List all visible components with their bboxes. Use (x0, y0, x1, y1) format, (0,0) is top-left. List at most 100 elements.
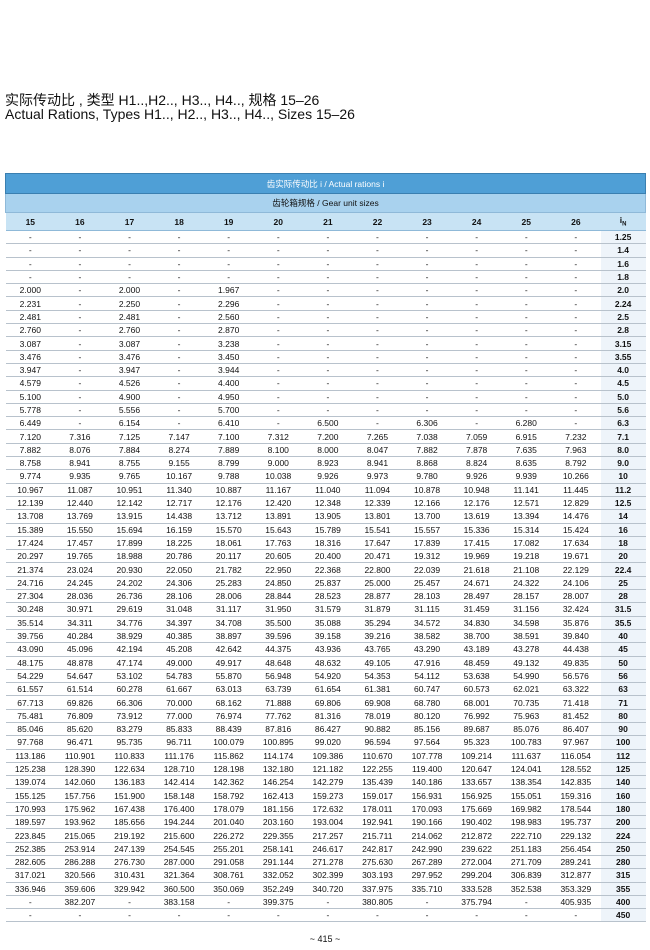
actual-ratio: - (253, 376, 304, 391)
actual-ratio: - (55, 270, 105, 285)
actual-ratio: 61.667 (154, 682, 204, 697)
actual-ratio: 61.654 (303, 682, 353, 697)
actual-ratio: - (501, 230, 552, 245)
actual-ratio: 25.283 (203, 576, 254, 591)
actual-ratio: 178.079 (203, 802, 254, 817)
table-row: 223.845 215.065 219.192 215.600 226.272 229.3… (5, 828, 646, 843)
table-row: 7.882 8.076 7.884 8.274 7.889 8.100 8.000 8.047… (5, 443, 646, 458)
actual-ratio: 2.000 (5, 283, 56, 298)
table-row: 317.021 320.566 310.431 321.364 308.761 332.0… (5, 868, 646, 883)
actual-ratio: 3.087 (104, 336, 155, 351)
actual-ratio: - (551, 243, 601, 258)
actual-ratio: 7.889 (203, 443, 254, 458)
actual-ratio: 22.368 (303, 562, 353, 577)
actual-ratio: - (303, 283, 353, 298)
actual-ratio: 87.816 (253, 722, 304, 737)
table-row: 9.774 9.935 9.765 10.167 9.788 10.038 9.926 9.9… (5, 469, 646, 484)
actual-ratio: 12.142 (104, 496, 155, 511)
actual-ratio: 247.139 (104, 842, 155, 856)
actual-ratio: 7.100 (203, 429, 254, 444)
actual-ratio: 28.523 (303, 589, 353, 604)
actual-ratio: 111.637 (501, 749, 552, 763)
actual-ratio: 17.082 (501, 536, 552, 551)
title-en: Actual Rations, Types H1.., H2.., H3.., … (5, 106, 355, 122)
nominal-ratio: 25 (600, 576, 646, 591)
actual-ratio: - (501, 323, 552, 338)
actual-ratio: - (253, 257, 304, 271)
actual-ratio: 189.597 (5, 815, 56, 830)
actual-ratio: 31.117 (203, 602, 254, 617)
actual-ratio: 223.845 (5, 828, 56, 843)
actual-ratio: - (154, 376, 204, 391)
actual-ratio: 128.390 (55, 762, 105, 777)
actual-ratio: 121.182 (303, 762, 353, 777)
actual-ratio: 15.643 (253, 523, 304, 537)
table-caption: 齿实际传动比 i / Actual rations i (4, 173, 647, 194)
table-row: 113.186 110.901 110.833 111.176 115.862 114.1… (5, 749, 646, 763)
actual-ratio: 15.389 (5, 523, 56, 537)
column-header: 15 (5, 212, 56, 231)
actual-ratio: - (5, 895, 56, 910)
actual-ratio: - (501, 376, 552, 391)
actual-ratio: - (551, 390, 601, 404)
actual-ratio: - (253, 336, 304, 351)
actual-ratio: 61.557 (5, 682, 56, 697)
actual-ratio: 193.962 (55, 815, 105, 830)
actual-ratio: 35.500 (253, 616, 304, 630)
actual-ratio: 31.879 (352, 602, 403, 617)
table-row: 2.231-2.250-2.296- - - - - - -2.24 (5, 296, 646, 311)
actual-ratio: 226.272 (203, 828, 254, 843)
actual-ratio: 69.826 (55, 695, 105, 710)
actual-ratio: 75.481 (5, 709, 56, 723)
actual-ratio: 48.632 (303, 656, 353, 670)
actual-ratio: 203.160 (253, 815, 304, 830)
actual-ratio: 18.061 (203, 536, 254, 551)
table-row: 24.716 24.245 24.202 24.306 25.283 24.850 25.8… (5, 576, 646, 591)
actual-ratio: 10.948 (451, 483, 502, 497)
actual-ratio: 48.459 (451, 656, 502, 670)
actual-ratio: 9.788 (203, 469, 254, 484)
actual-ratio: 169.982 (501, 802, 552, 817)
actual-ratio: 11.445 (551, 483, 601, 497)
table-row: 2.760-2.760-2.870- - - - - - -2.8 (5, 323, 646, 338)
nominal-ratio: 14 (600, 509, 646, 524)
actual-ratio: 15.557 (402, 523, 452, 537)
actual-ratio: - (501, 403, 552, 418)
actual-ratio: 34.776 (104, 616, 155, 630)
table-row: 12.139 12.440 12.142 12.717 12.176 12.420 12.3… (5, 496, 646, 511)
actual-ratio: 190.166 (402, 815, 452, 830)
actual-ratio: 43.290 (402, 642, 452, 657)
actual-ratio: 110.901 (55, 749, 105, 763)
actual-ratio: 383.158 (154, 895, 204, 910)
actual-ratio: 271.709 (501, 855, 552, 870)
actual-ratio: 6.500 (303, 416, 353, 431)
actual-ratio: 96.711 (154, 735, 204, 750)
actual-ratio: 337.975 (352, 882, 403, 896)
actual-ratio: - (253, 323, 304, 338)
actual-ratio: 399.375 (253, 895, 304, 910)
actual-ratio: 140.186 (402, 775, 452, 790)
actual-ratio: 8.824 (451, 456, 502, 471)
column-header: 17 (104, 212, 155, 231)
actual-ratio: - (352, 270, 403, 285)
actual-ratio: 360.500 (154, 882, 204, 896)
actual-ratio: - (154, 336, 204, 351)
actual-ratio: 12.440 (55, 496, 105, 511)
nominal-ratio: 31.5 (600, 602, 646, 617)
actual-ratio: 229.355 (253, 828, 304, 843)
actual-ratio: 181.156 (253, 802, 304, 817)
nominal-ratio: 10 (600, 469, 646, 484)
actual-ratio: - (352, 230, 403, 245)
actual-ratio: 8.923 (303, 456, 353, 471)
table-row: 43.090 45.096 42.194 45.208 42.642 44.375 43.9… (5, 642, 646, 657)
actual-ratio: 8.047 (352, 443, 403, 458)
actual-ratio: 60.747 (402, 682, 452, 697)
actual-ratio: 28.157 (501, 589, 552, 604)
actual-ratio: 31.115 (402, 602, 452, 617)
actual-ratio: 255.201 (203, 842, 254, 856)
actual-ratio: 22.129 (551, 562, 601, 577)
nominal-ratio: 1.6 (600, 257, 646, 271)
actual-ratio: - (154, 363, 204, 378)
actual-ratio: 291.058 (203, 855, 254, 870)
